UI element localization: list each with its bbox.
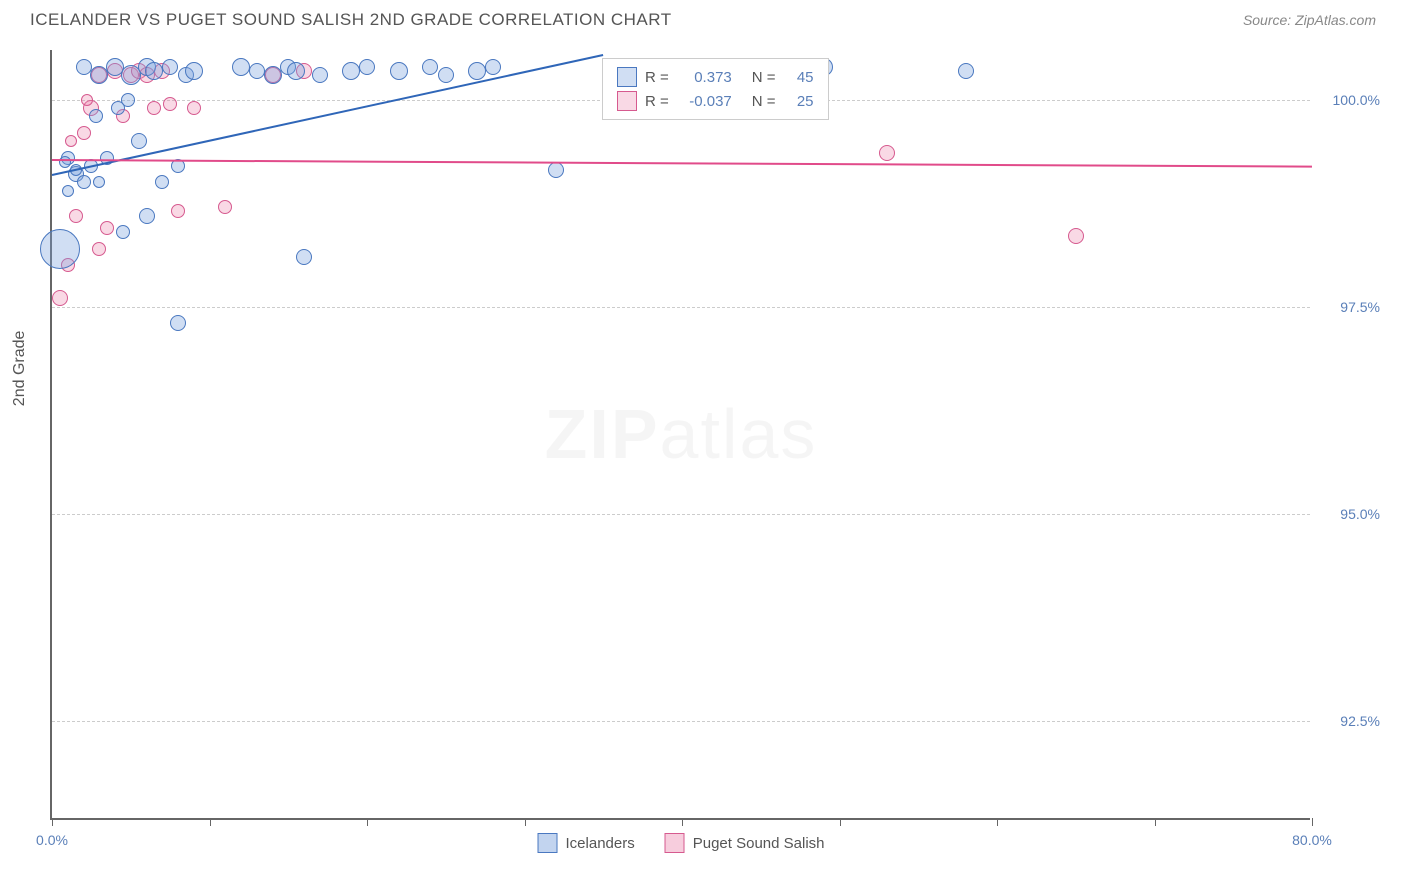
legend-stats-row: R = -0.037 N = 25 (617, 89, 814, 113)
n-value: 25 (784, 93, 814, 110)
x-tick (210, 818, 211, 826)
data-point (147, 101, 161, 115)
data-point (1068, 228, 1084, 244)
r-label: R = (645, 93, 669, 110)
y-tick-label: 97.5% (1320, 299, 1380, 315)
legend-swatch (617, 67, 637, 87)
y-tick-label: 100.0% (1320, 92, 1380, 108)
data-point (121, 93, 135, 107)
data-point (139, 208, 155, 224)
chart-container: ZIPatlas 92.5%95.0%97.5%100.0%0.0%80.0%R… (50, 50, 1310, 820)
data-point (170, 315, 186, 331)
data-point (116, 225, 130, 239)
data-point (162, 59, 178, 75)
watermark-bold: ZIP (545, 395, 660, 473)
data-point (485, 59, 501, 75)
data-point (312, 67, 328, 83)
data-point (171, 204, 185, 218)
data-point (65, 135, 77, 147)
legend-series: Icelanders Puget Sound Salish (538, 833, 825, 853)
n-value: 45 (784, 69, 814, 86)
source-prefix: Source: (1243, 12, 1295, 28)
data-point (100, 221, 114, 235)
y-tick-label: 92.5% (1320, 713, 1380, 729)
data-point (77, 126, 91, 140)
data-point (548, 162, 564, 178)
legend-series-label: Icelanders (566, 835, 635, 852)
x-tick (525, 818, 526, 826)
data-point (958, 63, 974, 79)
data-point (879, 145, 895, 161)
data-point (40, 229, 80, 269)
trendline (52, 159, 1312, 168)
data-point (296, 249, 312, 265)
legend-swatch (538, 833, 558, 853)
x-tick-label: 0.0% (36, 832, 68, 848)
x-tick (52, 818, 53, 826)
data-point (287, 62, 305, 80)
data-point (131, 133, 147, 149)
data-point (218, 200, 232, 214)
x-tick (840, 818, 841, 826)
y-gridline (52, 307, 1310, 308)
n-label: N = (752, 93, 776, 110)
data-point (92, 242, 106, 256)
data-point (76, 59, 92, 75)
watermark-light: atlas (660, 395, 818, 473)
x-tick (367, 818, 368, 826)
watermark: ZIPatlas (545, 394, 818, 474)
r-value: 0.373 (677, 69, 732, 86)
data-point (62, 185, 74, 197)
y-axis-label: 2nd Grade (11, 331, 29, 407)
plot-area: ZIPatlas 92.5%95.0%97.5%100.0%0.0%80.0%R… (50, 50, 1310, 820)
legend-stats-row: R = 0.373 N = 45 (617, 65, 814, 89)
data-point (52, 290, 68, 306)
data-point (89, 109, 103, 123)
chart-source: Source: ZipAtlas.com (1243, 12, 1376, 28)
n-label: N = (752, 69, 776, 86)
x-tick-label: 80.0% (1292, 832, 1332, 848)
data-point (69, 209, 83, 223)
r-value: -0.037 (677, 93, 732, 110)
data-point (59, 156, 71, 168)
source-name: ZipAtlas.com (1295, 12, 1376, 28)
data-point (77, 175, 91, 189)
data-point (145, 62, 163, 80)
data-point (390, 62, 408, 80)
x-tick (997, 818, 998, 826)
data-point (185, 62, 203, 80)
legend-stats: R = 0.373 N = 45 R = -0.037 N = 25 (602, 58, 829, 120)
y-tick-label: 95.0% (1320, 506, 1380, 522)
data-point (81, 94, 93, 106)
chart-header: ICELANDER VS PUGET SOUND SALISH 2ND GRAD… (0, 0, 1406, 35)
data-point (187, 101, 201, 115)
data-point (232, 58, 250, 76)
x-tick (682, 818, 683, 826)
legend-series-item: Icelanders (538, 833, 635, 853)
data-point (93, 176, 105, 188)
data-point (155, 175, 169, 189)
x-tick (1155, 818, 1156, 826)
data-point (468, 62, 486, 80)
y-gridline (52, 514, 1310, 515)
y-gridline (52, 721, 1310, 722)
chart-title: ICELANDER VS PUGET SOUND SALISH 2ND GRAD… (30, 10, 672, 30)
data-point (422, 59, 438, 75)
data-point (163, 97, 177, 111)
x-tick (1312, 818, 1313, 826)
data-point (249, 63, 265, 79)
data-point (264, 66, 282, 84)
legend-series-label: Puget Sound Salish (693, 835, 825, 852)
r-label: R = (645, 69, 669, 86)
legend-swatch (665, 833, 685, 853)
data-point (438, 67, 454, 83)
legend-swatch (617, 91, 637, 111)
data-point (342, 62, 360, 80)
legend-series-item: Puget Sound Salish (665, 833, 825, 853)
data-point (359, 59, 375, 75)
